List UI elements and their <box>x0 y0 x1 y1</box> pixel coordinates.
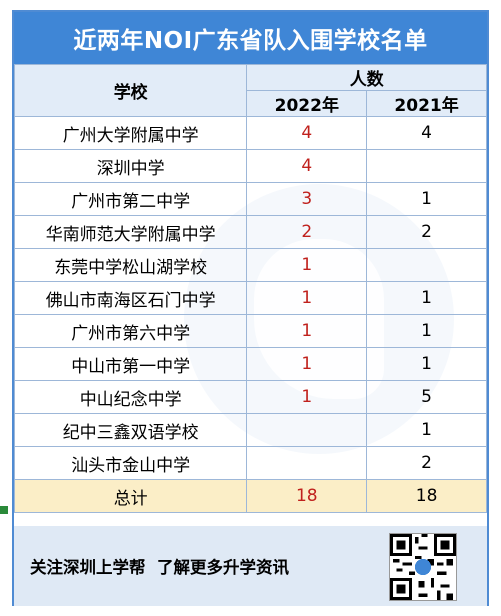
table-row: 深圳中学 4 <box>13 149 487 183</box>
table-row: 中山纪念中学 1 5 <box>13 380 487 414</box>
school-table: 学校 人数 2022年 2021年 广州大学附属中学 4 4 深圳中学 4 广州市第二中学… <box>13 64 487 513</box>
table-row: 佛山市南海区石门中学 1 1 <box>13 281 487 315</box>
table-row: 广州大学附属中学 4 4 <box>13 116 487 150</box>
total-row: 总计 18 18 <box>13 479 487 513</box>
school-name: 汕头市金山中学 <box>13 446 248 480</box>
school-name: 纪中三鑫双语学校 <box>13 413 248 447</box>
count-2021: 1 <box>366 281 487 315</box>
count-2022: 1 <box>246 248 368 282</box>
header-year-2022: 2022年 <box>246 90 368 117</box>
count-2021 <box>366 149 487 183</box>
count-2022: 1 <box>246 380 368 414</box>
count-2021: 1 <box>366 413 487 447</box>
count-2022: 1 <box>246 314 368 348</box>
count-2022 <box>246 413 368 447</box>
count-2021: 1 <box>366 182 487 216</box>
page-title: 近两年NOI广东省队入围学校名单 <box>14 12 487 64</box>
qr-code-icon <box>389 533 457 601</box>
count-2021: 2 <box>366 446 487 480</box>
total-2021: 18 <box>366 479 487 513</box>
count-2021 <box>366 248 487 282</box>
school-name: 广州市第二中学 <box>13 182 248 216</box>
school-name: 深圳中学 <box>13 149 248 183</box>
count-2021: 1 <box>366 314 487 348</box>
count-2021: 4 <box>366 116 487 150</box>
count-2022: 4 <box>246 149 368 183</box>
table-row: 华南师范大学附属中学 2 2 <box>13 215 487 249</box>
footer: 关注深圳上学帮 了解更多升学资讯 <box>14 526 487 606</box>
poster-frame: 近两年NOI广东省队入围学校名单 学校 人数 2022年 2021年 广州大学附… <box>12 10 489 606</box>
table-row: 汕头市金山中学 2 <box>13 446 487 480</box>
school-name: 中山市第一中学 <box>13 347 248 381</box>
header-count: 人数 <box>246 64 487 91</box>
school-name: 广州大学附属中学 <box>13 116 248 150</box>
table-row: 广州市第二中学 3 1 <box>13 182 487 216</box>
table-row: 东莞中学松山湖学校 1 <box>13 248 487 282</box>
school-name: 佛山市南海区石门中学 <box>13 281 248 315</box>
count-2022: 1 <box>246 347 368 381</box>
count-2021: 1 <box>366 347 487 381</box>
count-2022 <box>246 446 368 480</box>
count-2022: 2 <box>246 215 368 249</box>
header-school: 学校 <box>13 64 248 117</box>
table-row: 中山市第一中学 1 1 <box>13 347 487 381</box>
total-label: 总计 <box>13 479 248 513</box>
school-name: 中山纪念中学 <box>13 380 248 414</box>
header-year-2021: 2021年 <box>366 90 487 117</box>
count-2021: 5 <box>366 380 487 414</box>
table-row: 纪中三鑫双语学校 1 <box>13 413 487 447</box>
count-2022: 3 <box>246 182 368 216</box>
footer-text: 关注深圳上学帮 了解更多升学资讯 <box>30 558 289 577</box>
corner-marker <box>0 506 8 514</box>
count-2022: 1 <box>246 281 368 315</box>
table-row: 广州市第六中学 1 1 <box>13 314 487 348</box>
school-name: 华南师范大学附属中学 <box>13 215 248 249</box>
school-name: 东莞中学松山湖学校 <box>13 248 248 282</box>
count-2022: 4 <box>246 116 368 150</box>
count-2021: 2 <box>366 215 487 249</box>
table-area: 学校 人数 2022年 2021年 广州大学附属中学 4 4 深圳中学 4 广州市第二中学… <box>13 64 487 526</box>
school-name: 广州市第六中学 <box>13 314 248 348</box>
total-2022: 18 <box>246 479 368 513</box>
